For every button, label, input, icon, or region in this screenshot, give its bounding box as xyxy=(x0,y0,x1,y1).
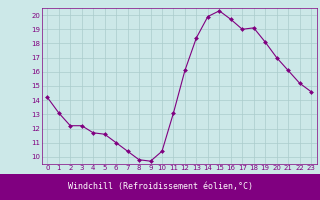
Text: Windchill (Refroidissement éolien,°C): Windchill (Refroidissement éolien,°C) xyxy=(68,182,252,192)
